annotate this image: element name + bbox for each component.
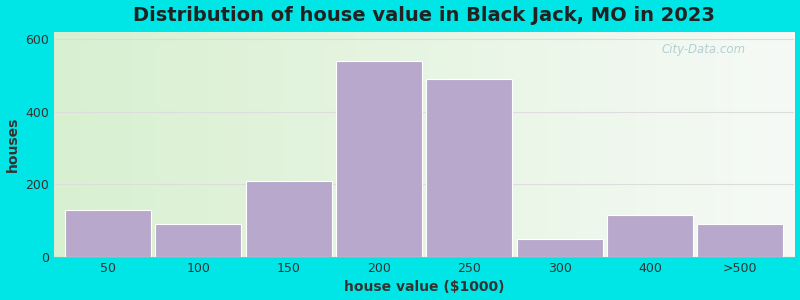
Text: City-Data.com: City-Data.com: [661, 43, 746, 56]
X-axis label: house value ($1000): house value ($1000): [344, 280, 504, 294]
Bar: [426, 79, 512, 257]
Bar: [155, 224, 242, 257]
Bar: [336, 61, 422, 257]
Y-axis label: houses: houses: [6, 117, 19, 172]
Title: Distribution of house value in Black Jack, MO in 2023: Distribution of house value in Black Jac…: [134, 6, 715, 25]
Bar: [517, 239, 602, 257]
Bar: [246, 181, 331, 257]
Bar: [65, 210, 151, 257]
Bar: [698, 224, 783, 257]
Bar: [607, 215, 693, 257]
